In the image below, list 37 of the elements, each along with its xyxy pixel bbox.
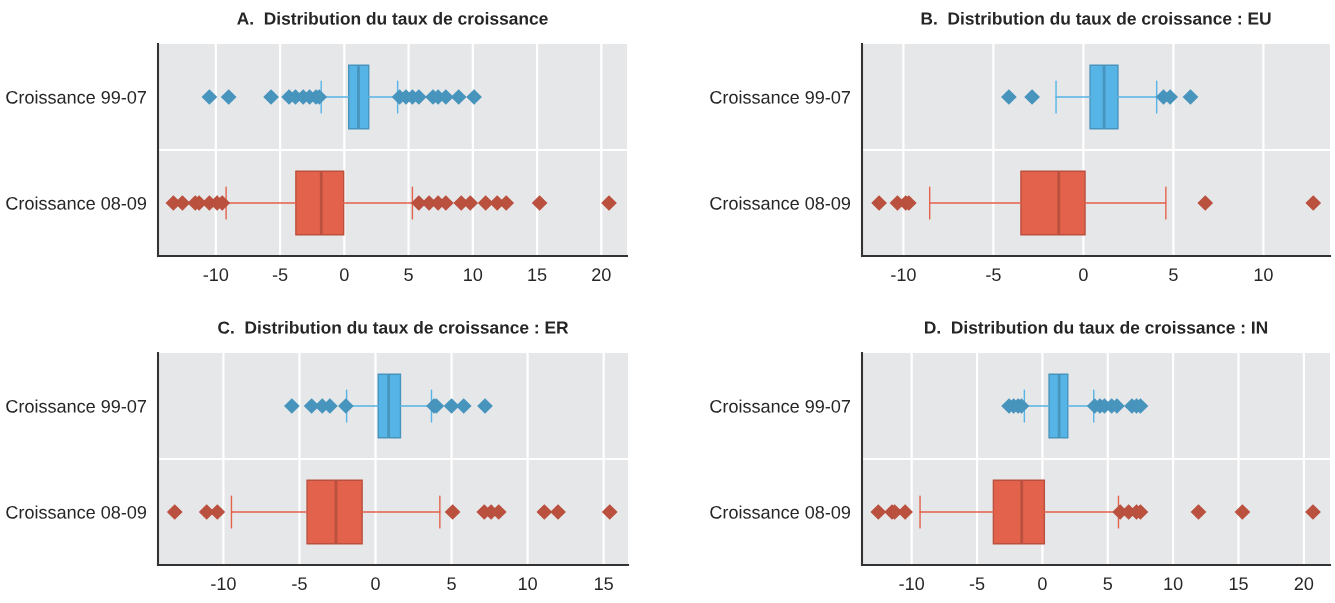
y-tick-label: Croissance 99-07	[6, 399, 146, 413]
y-tick-label: Croissance 08-09	[6, 505, 147, 519]
x-tick-label: -10	[211, 577, 236, 591]
x-tick-label: 10	[1254, 268, 1273, 282]
x-tick-label: 10	[1164, 577, 1183, 591]
x-tick-label: -5	[292, 577, 307, 591]
x-tick-label: -10	[203, 268, 229, 282]
chart-title: C. Distribution du taux de croissance : ER	[218, 320, 569, 334]
x-tick-label: 15	[528, 268, 547, 282]
x-tick-label: 15	[1229, 577, 1248, 591]
y-tick-label: Croissance 99-07	[710, 399, 850, 413]
x-tick-label: 5	[404, 268, 413, 282]
x-tick-label: -5	[986, 268, 1001, 282]
y-tick-label: Croissance 99-07	[6, 90, 146, 104]
y-tick-label: Croissance 08-09	[6, 196, 147, 210]
x-tick-label: -5	[272, 268, 288, 282]
x-tick-label: 10	[464, 268, 483, 282]
x-tick-label: 15	[595, 577, 613, 591]
x-tick-label: 0	[1079, 268, 1088, 282]
x-tick-label: 0	[1038, 577, 1047, 591]
chart-title: A. Distribution du taux de croissance	[237, 11, 548, 25]
x-tick-label: 5	[1169, 268, 1178, 282]
x-tick-label: -10	[891, 268, 916, 282]
x-tick-label: 10	[518, 577, 537, 591]
x-tick-label: 5	[1103, 577, 1113, 591]
x-tick-label: -5	[969, 577, 985, 591]
chart-title: D. Distribution du taux de croissance : IN	[924, 320, 1268, 334]
y-tick-label: Croissance 99-07	[710, 90, 850, 104]
x-tick-label: -10	[899, 577, 925, 591]
x-tick-label: 20	[1294, 577, 1314, 591]
y-tick-label: Croissance 08-09	[710, 505, 851, 519]
x-tick-label: 0	[340, 268, 349, 282]
x-tick-label: 20	[592, 268, 611, 282]
y-tick-label: Croissance 08-09	[710, 196, 851, 210]
chart-title: B. Distribution du taux de croissance : EU	[921, 11, 1271, 25]
x-tick-label: 5	[447, 577, 456, 591]
x-tick-label: 0	[371, 577, 380, 591]
